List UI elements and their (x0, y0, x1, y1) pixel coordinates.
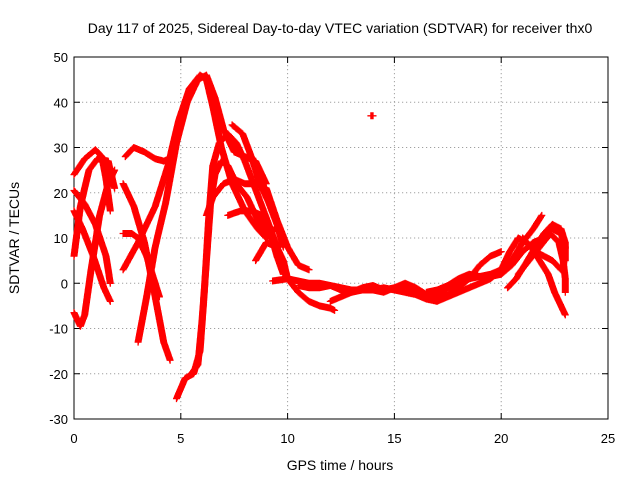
data-point-markers (252, 239, 339, 314)
data-series (70, 71, 569, 403)
y-tick-label: 10 (54, 231, 68, 246)
x-tick-label: 20 (494, 431, 508, 446)
y-tick-label: -20 (49, 367, 68, 382)
y-tick-label: 0 (61, 276, 68, 291)
data-point-markers (70, 166, 119, 330)
series-isolated-point (367, 112, 377, 120)
y-tick-label: -10 (49, 322, 68, 337)
x-tick-label: 0 (70, 431, 77, 446)
y-tick-label: 30 (54, 141, 68, 156)
y-tick-label: 20 (54, 186, 68, 201)
series-track-5 (70, 166, 119, 330)
chart-title: Day 117 of 2025, Sidereal Day-to-day VTE… (88, 20, 593, 36)
data-point-markers (367, 112, 377, 120)
data-point-markers (228, 121, 287, 251)
x-tick-label: 15 (387, 431, 401, 446)
data-point-markers (514, 230, 569, 296)
series-track-23 (514, 230, 569, 296)
x-tick-label: 25 (601, 431, 615, 446)
y-tick-label: 40 (54, 95, 68, 110)
y-tick-label: 50 (54, 50, 68, 65)
x-tick-label: 10 (280, 431, 294, 446)
x-tick-label: 5 (177, 431, 184, 446)
axis-ticks: 0 5 10 15 20 25 -30 -20 -10 0 10 20 30 40 50 (49, 50, 615, 446)
y-tick-label: -30 (49, 412, 68, 427)
y-axis-label: SDTVAR / TECUs (6, 182, 22, 294)
x-axis-label: GPS time / hours (287, 457, 394, 473)
series-track-16 (252, 239, 339, 314)
series-track-15 (228, 121, 287, 251)
